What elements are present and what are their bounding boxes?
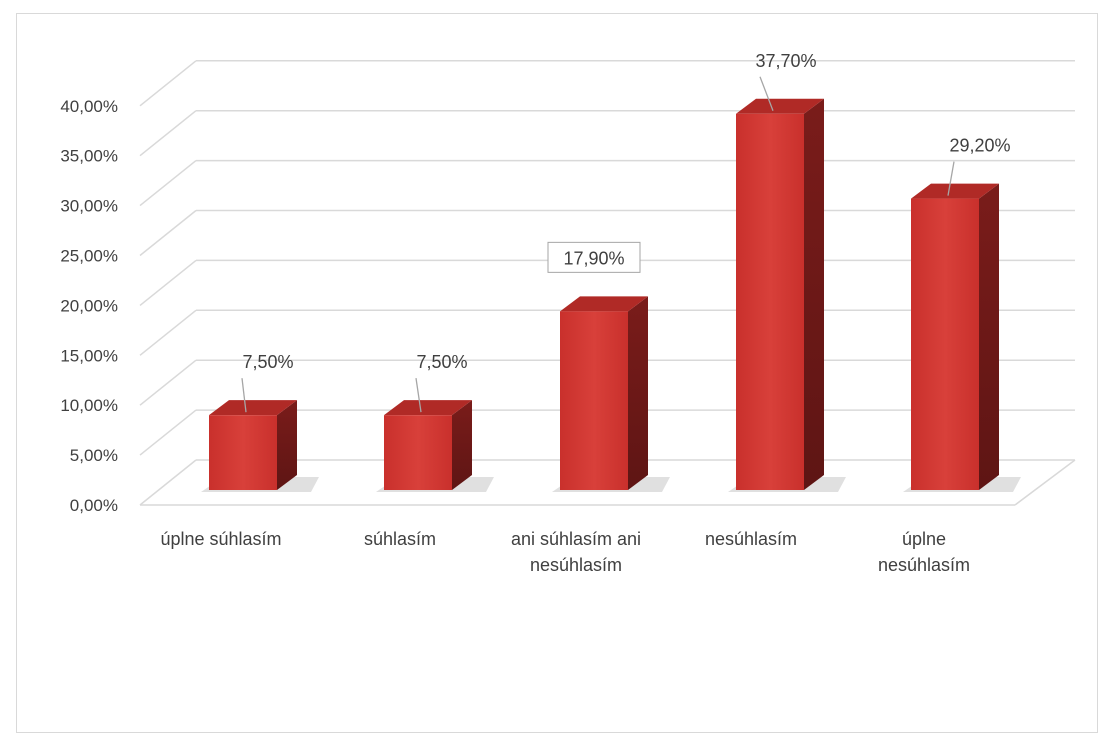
y-tick-label: 15,00%: [60, 346, 118, 365]
y-axis-tick-labels: 0,00% 5,00% 10,00% 15,00% 20,00% 25,00% 30,00%…: [60, 97, 118, 515]
bar-top: [560, 296, 648, 312]
data-label-box: [547, 241, 641, 273]
y-tick-label: 40,00%: [60, 97, 118, 116]
y-tick-label: 30,00%: [60, 197, 118, 216]
gridline-diagonal: [139, 259, 197, 306]
y-tick-label: 20,00%: [60, 296, 118, 315]
data-label: 29,20%: [949, 136, 1010, 156]
category-label: ani súhlasím ani: [511, 529, 641, 549]
bars: [201, 98, 1021, 492]
data-label-leader: [415, 378, 422, 413]
bar-top: [736, 98, 824, 114]
gridline-diagonal: [139, 359, 197, 406]
data-label: 7,50%: [242, 352, 293, 372]
data-label: 17,90%: [563, 248, 624, 268]
bar: [209, 415, 277, 490]
category-label: nesúhlasím: [530, 555, 622, 575]
bar: [911, 198, 979, 491]
data-label: 7,50%: [416, 352, 467, 372]
gridline-diagonal: [139, 160, 197, 207]
data-label-leader: [241, 378, 247, 413]
category-label: súhlasím: [364, 529, 436, 549]
gridline-diagonal: [139, 110, 197, 157]
x-axis-category-labels: úplne súhlasím súhlasím ani súhlasím ani ne…: [160, 529, 970, 575]
y-tick-label: 10,00%: [60, 396, 118, 415]
category-label: nesúhlasím: [878, 555, 970, 575]
data-labels: 7,50% 7,50% 17,90% 37,70% 29,20%: [241, 51, 1011, 413]
bar-side: [979, 183, 999, 491]
data-label-leader: [947, 161, 955, 196]
bar-side: [452, 400, 472, 490]
bar-top: [209, 400, 297, 416]
bar-side: [804, 98, 824, 490]
bar: [736, 113, 804, 490]
category-label: úplne súhlasím: [160, 529, 281, 549]
y-tick-label: 5,00%: [70, 446, 118, 465]
floor-right-edge: [1014, 459, 1076, 506]
data-label-leader: [759, 76, 774, 111]
gridline-diagonal: [139, 60, 197, 107]
category-label: úplne: [902, 529, 946, 549]
gridline-diagonal: [139, 209, 197, 257]
gridline-diagonal: [139, 309, 197, 356]
bar-side: [628, 296, 648, 490]
y-tick-label: 35,00%: [60, 147, 118, 166]
data-label: 37,70%: [755, 51, 816, 71]
y-tick-label: 0,00%: [70, 496, 118, 515]
bar-top: [911, 183, 999, 199]
gridline-diagonal: [139, 409, 197, 456]
bar: [560, 311, 628, 490]
y-tick-label: 25,00%: [60, 247, 118, 266]
bar-side: [277, 400, 297, 490]
bar-top: [384, 400, 472, 416]
bar: [384, 415, 452, 490]
category-label: nesúhlasím: [705, 529, 797, 549]
gridline-diagonal: [139, 459, 197, 506]
